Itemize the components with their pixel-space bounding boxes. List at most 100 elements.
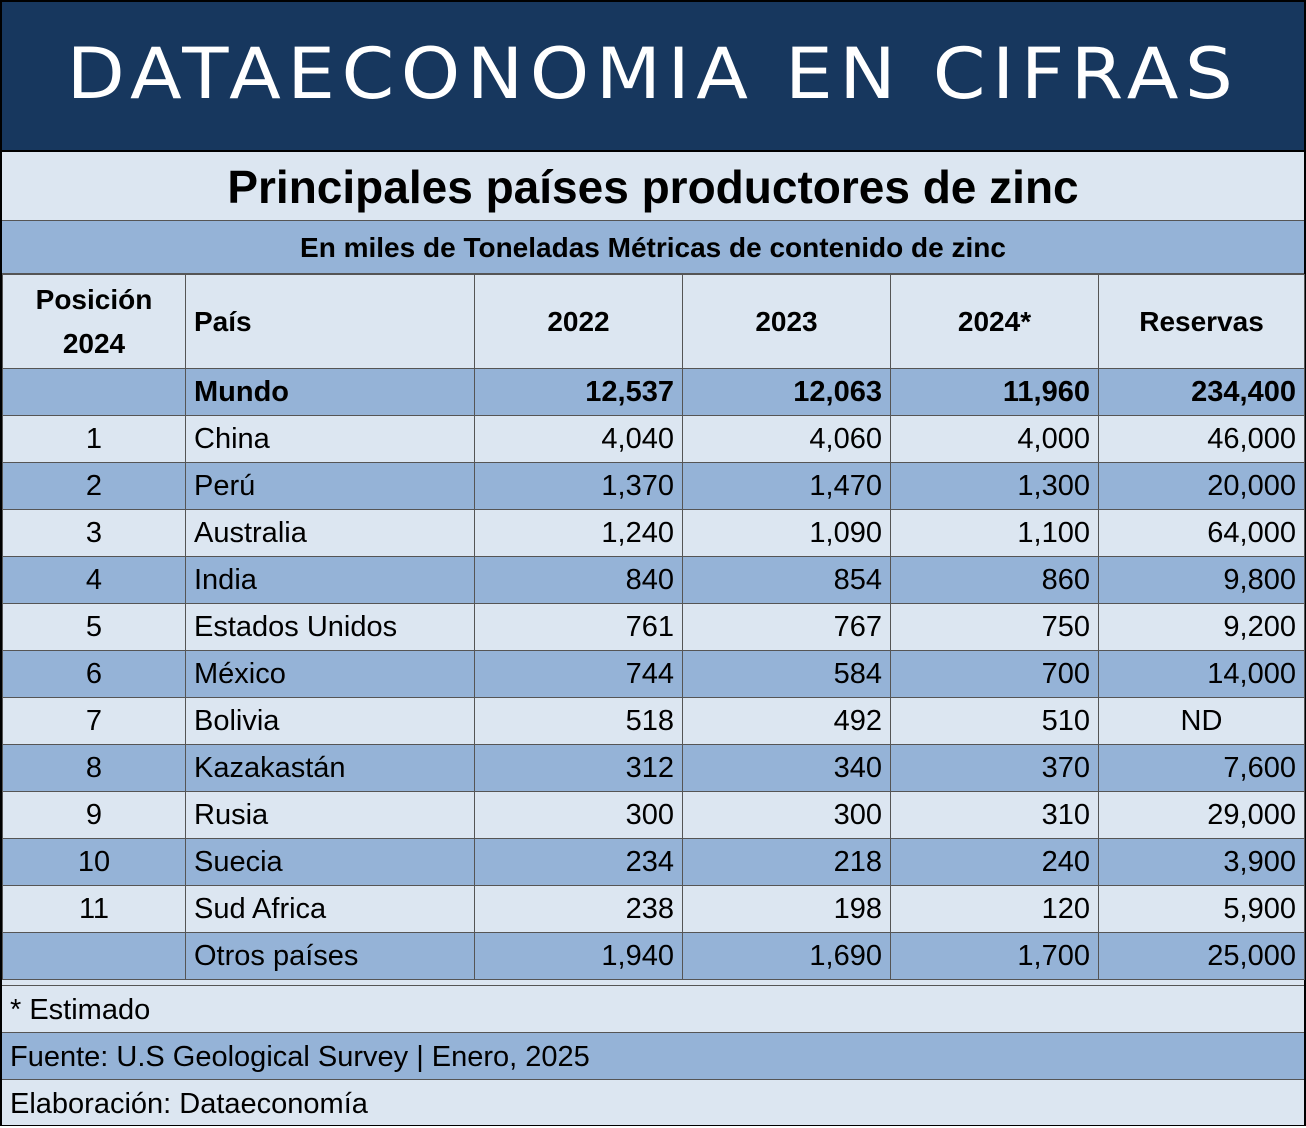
cell-reserves: 14,000 bbox=[1098, 650, 1305, 698]
cell-2023: 218 bbox=[682, 838, 891, 886]
cell-country: Australia bbox=[185, 509, 475, 557]
cell-2022: 840 bbox=[474, 556, 683, 604]
cell-2024: 1,700 bbox=[890, 932, 1099, 980]
header-2022: 2022 bbox=[474, 274, 683, 369]
cell-2024: 11,960 bbox=[890, 368, 1099, 416]
cell-2022: 12,537 bbox=[474, 368, 683, 416]
cell-position bbox=[2, 368, 186, 416]
header-country: País bbox=[185, 274, 475, 369]
cell-2022: 312 bbox=[474, 744, 683, 792]
cell-2022: 234 bbox=[474, 838, 683, 886]
cell-reserves: 5,900 bbox=[1098, 885, 1305, 933]
cell-2022: 238 bbox=[474, 885, 683, 933]
header-position-line2: 2024 bbox=[62, 327, 126, 359]
cell-2023: 12,063 bbox=[682, 368, 891, 416]
source-note: Fuente: U.S Geological Survey | Enero, 2… bbox=[2, 1032, 1304, 1079]
cell-reserves: 3,900 bbox=[1098, 838, 1305, 886]
cell-2022: 4,040 bbox=[474, 415, 683, 463]
cell-country: India bbox=[185, 556, 475, 604]
cell-2023: 1,470 bbox=[682, 462, 891, 510]
cell-2024: 1,100 bbox=[890, 509, 1099, 557]
cell-2023: 854 bbox=[682, 556, 891, 604]
credit-note: Elaboración: Dataeconomía bbox=[2, 1079, 1304, 1125]
cell-reserves: 20,000 bbox=[1098, 462, 1305, 510]
cell-country: Perú bbox=[185, 462, 475, 510]
cell-2022: 518 bbox=[474, 697, 683, 745]
cell-position: 1 bbox=[2, 415, 186, 463]
header-2023: 2023 bbox=[682, 274, 891, 369]
cell-2022: 761 bbox=[474, 603, 683, 651]
cell-reserves: 7,600 bbox=[1098, 744, 1305, 792]
table-title: Principales países productores de zinc bbox=[2, 152, 1304, 221]
table-row: 10 Suecia 234 218 240 3,900 bbox=[2, 838, 1305, 886]
brand-banner: DATAECONOMIA EN CIFRAS bbox=[2, 2, 1304, 152]
cell-2023: 4,060 bbox=[682, 415, 891, 463]
cell-country: Otros países bbox=[185, 932, 475, 980]
table-row: 9 Rusia 300 300 310 29,000 bbox=[2, 791, 1305, 839]
header-reserves: Reservas bbox=[1098, 274, 1305, 369]
cell-reserves: ND bbox=[1098, 697, 1305, 745]
table-body: Mundo 12,537 12,063 11,960 234,400 1 China 4,04… bbox=[2, 368, 1305, 980]
table-row: 8 Kazakastán 312 340 370 7,600 bbox=[2, 744, 1305, 792]
cell-2024: 510 bbox=[890, 697, 1099, 745]
cell-country: Rusia bbox=[185, 791, 475, 839]
cell-position: 10 bbox=[2, 838, 186, 886]
cell-reserves: 64,000 bbox=[1098, 509, 1305, 557]
cell-country: México bbox=[185, 650, 475, 698]
cell-2024: 310 bbox=[890, 791, 1099, 839]
cell-2024: 370 bbox=[890, 744, 1099, 792]
cell-position: 3 bbox=[2, 509, 186, 557]
cell-2024: 750 bbox=[890, 603, 1099, 651]
estimate-note: * Estimado bbox=[2, 985, 1304, 1032]
cell-country: Mundo bbox=[185, 368, 475, 416]
header-row: Posición 2024 País 2022 2023 2024* Reser… bbox=[2, 274, 1305, 369]
table-row: 11 Sud Africa 238 198 120 5,900 bbox=[2, 885, 1305, 933]
cell-2022: 1,240 bbox=[474, 509, 683, 557]
cell-2024: 120 bbox=[890, 885, 1099, 933]
cell-country: Bolivia bbox=[185, 697, 475, 745]
cell-2022: 744 bbox=[474, 650, 683, 698]
cell-position: 4 bbox=[2, 556, 186, 604]
table-row: 3 Australia 1,240 1,090 1,100 64,000 bbox=[2, 509, 1305, 557]
header-position: Posición 2024 bbox=[2, 274, 186, 369]
world-total-row: Mundo 12,537 12,063 11,960 234,400 bbox=[2, 368, 1305, 416]
cell-2024: 700 bbox=[890, 650, 1099, 698]
zinc-production-table: Posición 2024 País 2022 2023 2024* Reser… bbox=[2, 274, 1305, 980]
cell-position: 2 bbox=[2, 462, 186, 510]
table-row: Otros países 1,940 1,690 1,700 25,000 bbox=[2, 932, 1305, 980]
cell-2023: 340 bbox=[682, 744, 891, 792]
cell-2023: 300 bbox=[682, 791, 891, 839]
cell-position: 8 bbox=[2, 744, 186, 792]
cell-2024: 1,300 bbox=[890, 462, 1099, 510]
cell-position: 9 bbox=[2, 791, 186, 839]
cell-position: 7 bbox=[2, 697, 186, 745]
cell-2023: 1,090 bbox=[682, 509, 891, 557]
brand-title: DATAECONOMIA EN CIFRAS bbox=[66, 33, 1240, 115]
header-position-line1: Posición bbox=[35, 283, 153, 315]
cell-country: Sud Africa bbox=[185, 885, 475, 933]
cell-country: China bbox=[185, 415, 475, 463]
cell-position: 6 bbox=[2, 650, 186, 698]
table-row: 7 Bolivia 518 492 510 ND bbox=[2, 697, 1305, 745]
table-subtitle: En miles de Toneladas Métricas de conten… bbox=[2, 221, 1304, 274]
table-row: 6 México 744 584 700 14,000 bbox=[2, 650, 1305, 698]
cell-2023: 198 bbox=[682, 885, 891, 933]
cell-position: 11 bbox=[2, 885, 186, 933]
cell-2023: 1,690 bbox=[682, 932, 891, 980]
cell-reserves: 46,000 bbox=[1098, 415, 1305, 463]
cell-2022: 1,940 bbox=[474, 932, 683, 980]
cell-2023: 492 bbox=[682, 697, 891, 745]
table-row: 1 China 4,040 4,060 4,000 46,000 bbox=[2, 415, 1305, 463]
cell-2024: 240 bbox=[890, 838, 1099, 886]
cell-2023: 767 bbox=[682, 603, 891, 651]
table-row: 5 Estados Unidos 761 767 750 9,200 bbox=[2, 603, 1305, 651]
cell-2024: 860 bbox=[890, 556, 1099, 604]
cell-country: Kazakastán bbox=[185, 744, 475, 792]
cell-2022: 300 bbox=[474, 791, 683, 839]
cell-2023: 584 bbox=[682, 650, 891, 698]
cell-reserves: 9,200 bbox=[1098, 603, 1305, 651]
cell-reserves: 234,400 bbox=[1098, 368, 1305, 416]
cell-reserves: 9,800 bbox=[1098, 556, 1305, 604]
table-row: 2 Perú 1,370 1,470 1,300 20,000 bbox=[2, 462, 1305, 510]
